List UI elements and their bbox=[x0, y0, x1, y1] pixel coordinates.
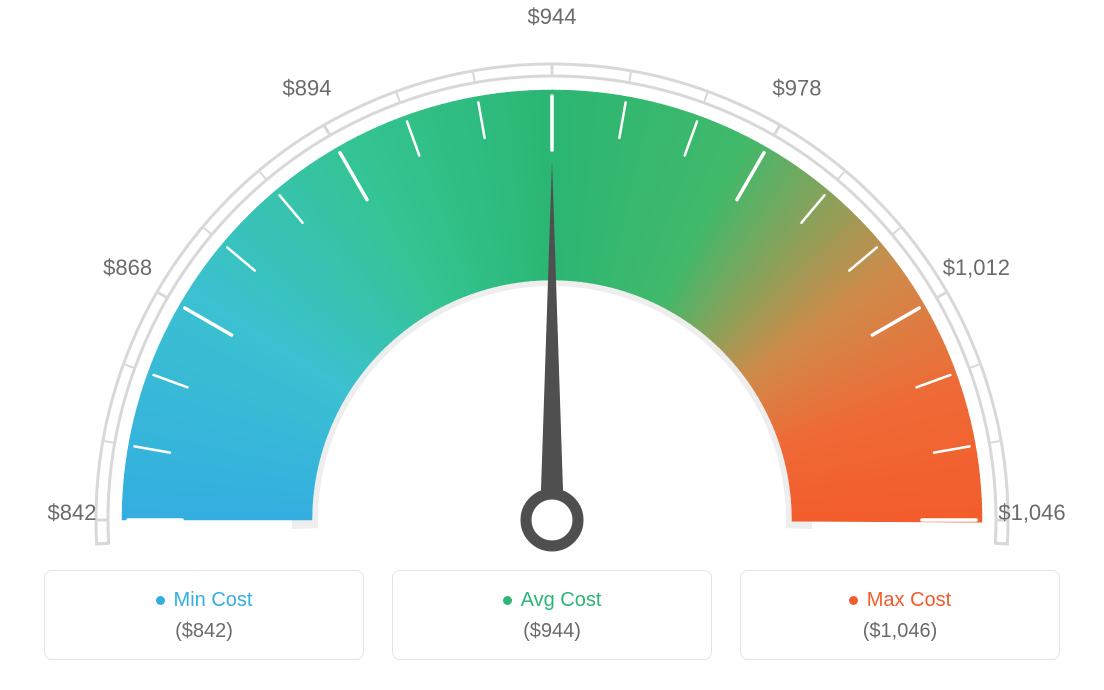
legend-card-max: Max Cost ($1,046) bbox=[740, 570, 1060, 660]
gauge-area: $842 $868 $894 $944 $978 $1,012 $1,046 bbox=[0, 0, 1104, 560]
legend-row: Min Cost ($842) Avg Cost ($944) Max Cost… bbox=[0, 570, 1104, 660]
svg-text:$944: $944 bbox=[528, 4, 577, 29]
svg-text:$842: $842 bbox=[48, 500, 97, 525]
svg-text:$894: $894 bbox=[283, 76, 332, 101]
legend-title-max: Max Cost bbox=[751, 589, 1049, 612]
legend-value-min: ($842) bbox=[55, 620, 353, 643]
legend-dot-max bbox=[849, 596, 858, 605]
legend-label-min: Min Cost bbox=[174, 589, 253, 612]
legend-value-avg: ($944) bbox=[403, 620, 701, 643]
legend-label-avg: Avg Cost bbox=[521, 589, 602, 612]
legend-title-avg: Avg Cost bbox=[403, 589, 701, 612]
svg-text:$1,012: $1,012 bbox=[943, 255, 1010, 280]
legend-dot-avg bbox=[503, 596, 512, 605]
legend-value-max: ($1,046) bbox=[751, 620, 1049, 643]
cost-gauge-container: $842 $868 $894 $944 $978 $1,012 $1,046 Min Cos… bbox=[0, 0, 1104, 690]
gauge-chart: $842 $868 $894 $944 $978 $1,012 $1,046 bbox=[0, 0, 1104, 560]
legend-card-min: Min Cost ($842) bbox=[44, 570, 364, 660]
legend-label-max: Max Cost bbox=[867, 589, 951, 612]
legend-card-avg: Avg Cost ($944) bbox=[392, 570, 712, 660]
svg-text:$868: $868 bbox=[103, 255, 152, 280]
legend-title-min: Min Cost bbox=[55, 589, 353, 612]
svg-text:$1,046: $1,046 bbox=[998, 500, 1065, 525]
legend-dot-min bbox=[156, 596, 165, 605]
svg-text:$978: $978 bbox=[773, 76, 822, 101]
